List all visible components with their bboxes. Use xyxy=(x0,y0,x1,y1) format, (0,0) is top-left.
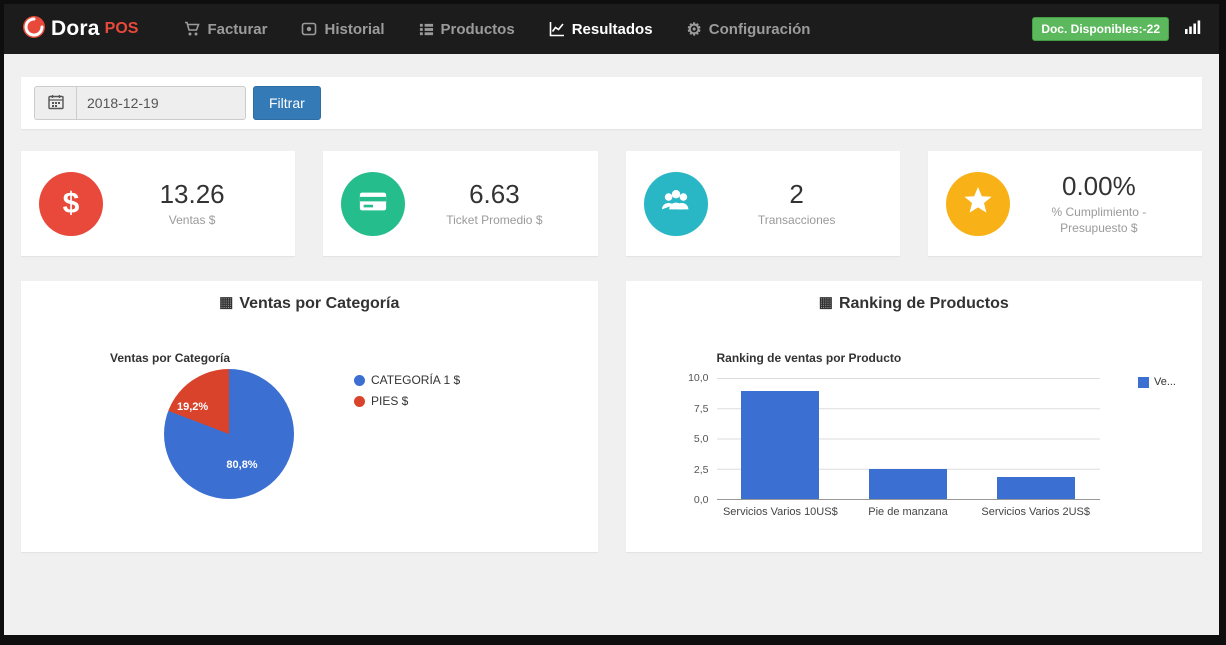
stat-label: Transacciones xyxy=(757,212,836,227)
legend-item-pies: PIES $ xyxy=(354,394,460,408)
stat-body: 0.00% % Cumplimiento - Presupuesto $ xyxy=(1010,171,1188,236)
stat-value: 13.26 xyxy=(159,178,225,209)
nav-item-productos[interactable]: Productos xyxy=(419,21,515,38)
navbar-right: Doc. Disponibles:-22 xyxy=(1032,17,1201,41)
filter-button[interactable]: Filtrar xyxy=(253,86,321,120)
stat-label: Ticket Promedio $ xyxy=(446,212,543,227)
bar-cell xyxy=(717,378,845,499)
date-input[interactable] xyxy=(76,86,246,120)
nav-item-label: Resultados xyxy=(571,20,653,38)
bar-x-label: Servicios Varios 10US$ xyxy=(722,506,838,518)
signal-bars-icon xyxy=(1185,20,1201,39)
pie-legend-dot xyxy=(354,374,365,386)
bar-legend: Ve... xyxy=(1137,376,1176,388)
brand-logo-icon xyxy=(22,15,46,44)
users-icon xyxy=(660,185,692,222)
grid-icon: ▦ xyxy=(219,294,234,311)
panel-header: ▦ Ventas por Categoría xyxy=(21,281,598,313)
dollar-icon: $ xyxy=(62,186,80,220)
brand-logo[interactable]: Dora POS xyxy=(22,15,138,44)
star-icon xyxy=(962,185,994,222)
stats-row: $ 13.26 Ventas $ 6.63 Ticket Promedio $ xyxy=(21,151,1202,256)
cart-icon xyxy=(184,21,201,37)
panel-title: Ranking de Productos xyxy=(838,295,1009,312)
legend-label: PIES $ xyxy=(371,394,409,408)
bar xyxy=(741,391,820,499)
y-tick-label: 0,0 xyxy=(693,494,709,506)
pie-slice-label: 80,8% xyxy=(226,459,258,472)
filter-bar: Filtrar xyxy=(21,77,1202,129)
main-content: Filtrar $ 13.26 Ventas $ xyxy=(4,54,1219,552)
y-tick-label: 10,0 xyxy=(688,372,709,384)
stat-body: 6.63 Ticket Promedio $ xyxy=(405,179,583,229)
stat-card-cumplimiento: 0.00% % Cumplimiento - Presupuesto $ xyxy=(927,151,1202,256)
panel-header: ▦ Ranking de Productos xyxy=(626,281,1203,313)
products-list-icon xyxy=(419,22,434,37)
legend-label: CATEGORÍA 1 $ xyxy=(371,373,461,387)
stat-card-ticket-promedio: 6.63 Ticket Promedio $ xyxy=(323,151,598,256)
nav-item-facturar[interactable]: Facturar xyxy=(184,21,267,38)
pie-chart-title: Ventas por Categoría xyxy=(110,351,231,365)
nav-item-label: Facturar xyxy=(207,20,268,38)
nav-item-label: Historial xyxy=(324,20,385,38)
y-tick-label: 5,0 xyxy=(693,433,709,445)
panel-ventas-por-categoria: ▦ Ventas por Categoría Ventas por Categor… xyxy=(21,281,598,552)
bar-legend-swatch xyxy=(1137,376,1149,388)
bar xyxy=(869,468,947,499)
chart-icon xyxy=(549,21,565,37)
stat-card-transacciones: 2 Transacciones xyxy=(625,151,900,256)
stat-icon-circle xyxy=(945,171,1010,236)
calendar-button[interactable] xyxy=(34,86,76,120)
gear-icon: ⚙ xyxy=(686,19,702,39)
panels-row: ▦ Ventas por Categoría Ventas por Categor… xyxy=(21,281,1202,552)
bar-x-label: Pie de manzana xyxy=(868,506,948,518)
bar-chart-plot xyxy=(716,378,1100,500)
pie-chart: 80,8% 19,2% xyxy=(164,369,294,499)
nav-item-label: Configuración xyxy=(708,20,811,38)
stat-icon-circle xyxy=(341,171,406,236)
stat-label: Ventas $ xyxy=(168,212,216,227)
stat-value: 6.63 xyxy=(469,178,520,209)
stat-card-ventas: $ 13.26 Ventas $ xyxy=(21,151,296,256)
bar-cell xyxy=(972,378,1100,499)
stat-icon-circle: $ xyxy=(39,171,103,236)
panel-ranking-productos: ▦ Ranking de Productos Ranking de ventas … xyxy=(625,281,1203,552)
pie-legend-dot xyxy=(354,395,365,407)
calendar-icon xyxy=(47,94,64,113)
stat-body: 2 Transacciones xyxy=(708,179,886,229)
brand-name: Dora xyxy=(51,17,100,40)
nav-item-resultados[interactable]: Resultados xyxy=(549,21,653,38)
y-tick-label: 7,5 xyxy=(693,402,709,415)
bar-chart-xlabels: Servicios Varios 10US$ Pie de manzana Serv… xyxy=(717,506,1100,518)
stat-body: 13.26 Ventas $ xyxy=(103,179,281,229)
grid-icon: ▦ xyxy=(818,294,833,311)
app-viewport: Dora POS Facturar Historial Productos xyxy=(4,4,1219,635)
bar-legend-label: Ve... xyxy=(1153,376,1176,388)
nav-item-configuracion[interactable]: ⚙ Configuración xyxy=(687,21,811,38)
pie-legend: CATEGORÍA 1 $ PIES $ xyxy=(354,373,460,408)
brand-name-suffix: POS xyxy=(104,20,139,37)
stat-value: 0.00% xyxy=(1062,170,1136,201)
docs-available-badge: Doc. Disponibles:-22 xyxy=(1032,17,1169,41)
bar-x-label: Servicios Varios 2US$ xyxy=(981,506,1090,518)
legend-item-categoria-1: CATEGORÍA 1 $ xyxy=(354,373,460,387)
nav-item-label: Productos xyxy=(440,20,515,38)
credit-card-icon xyxy=(358,186,388,221)
nav-item-historial[interactable]: Historial xyxy=(301,20,385,38)
pie-slice-label: 19,2% xyxy=(176,400,209,413)
history-icon xyxy=(301,21,317,37)
panel-title: Ventas por Categoría xyxy=(239,295,400,312)
bar-cell xyxy=(844,378,972,499)
y-tick-label: 2,5 xyxy=(693,463,709,476)
navbar: Dora POS Facturar Historial Productos xyxy=(4,4,1219,54)
stat-icon-circle xyxy=(643,171,708,236)
bar-chart-title: Ranking de ventas por Producto xyxy=(716,351,902,365)
stat-label: % Cumplimiento - Presupuesto $ xyxy=(1051,204,1147,235)
nav-menu: Facturar Historial Productos Resultados … xyxy=(184,21,810,38)
bar xyxy=(996,477,1075,499)
bar-chart-yticks: 10,0 7,5 5,0 2,5 0,0 xyxy=(679,372,713,506)
stat-value: 2 xyxy=(789,178,804,209)
